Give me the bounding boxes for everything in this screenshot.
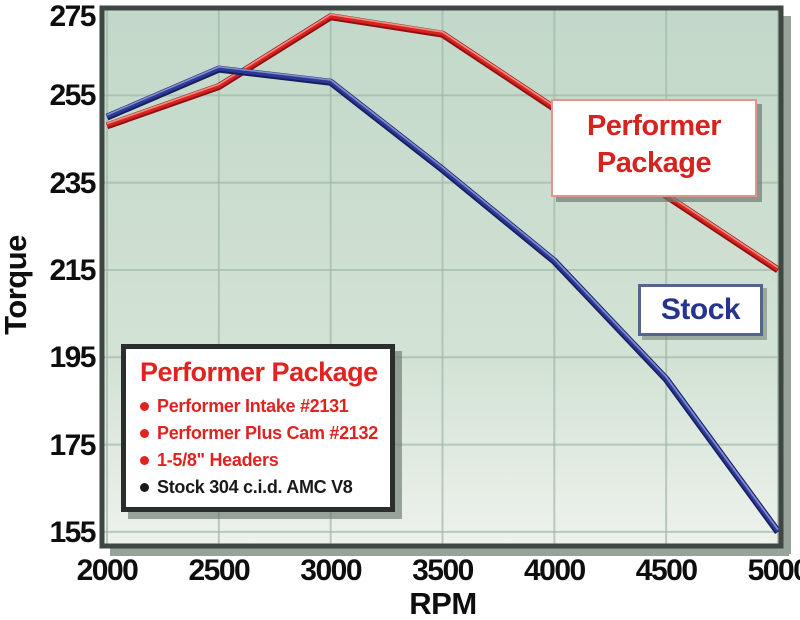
series-line-stock-highlight — [106, 65, 779, 531]
bullet-icon — [140, 429, 149, 438]
legend-item-text: Performer Intake #2131 — [157, 396, 349, 416]
x-tick-label: 3000 — [300, 554, 362, 587]
y-tick-label: 275 — [49, 0, 96, 33]
y-tick-label: 235 — [49, 166, 96, 200]
x-axis-title: RPM — [409, 586, 477, 620]
plot-frame — [99, 5, 784, 549]
stock-callout-text: Stock — [660, 293, 741, 326]
legend-item: Performer Plus Cam #2132 — [140, 420, 378, 447]
performer-package-callout-line1: Performer — [586, 110, 722, 142]
y-tick-label: 215 — [49, 253, 96, 287]
x-tick-label: 3500 — [412, 554, 474, 587]
y-axis-title: Torque — [0, 235, 33, 335]
series-line-stock-body — [106, 66, 780, 533]
x-tick-label: 2000 — [76, 554, 139, 587]
stock-callout: Stock — [638, 284, 763, 336]
x-tick-label: 4000 — [523, 554, 586, 587]
legend-title: Performer Package — [140, 357, 378, 387]
legend-items: Performer Intake #2131 Performer Plus Cam… — [140, 393, 378, 501]
y-tick-label: 155 — [49, 515, 96, 549]
legend-box: Performer Package Performer Intake #2131… — [121, 344, 395, 512]
performer-package-callout: Performer Package — [551, 99, 757, 197]
x-tick-label: 2500 — [188, 554, 250, 587]
bullet-icon — [140, 483, 149, 492]
performer-package-callout-line2: Package — [596, 147, 712, 179]
legend-item-text: 1-5/8" Headers — [157, 450, 279, 470]
plot-frame-shadow-right — [783, 16, 791, 554]
legend-item: 1-5/8" Headers — [140, 447, 378, 474]
y-tick-label: 175 — [49, 428, 96, 462]
y-tick-label: 195 — [49, 341, 96, 375]
plot-frame-shadow-bottom — [110, 548, 789, 556]
y-tick-label: 255 — [49, 79, 96, 113]
bullet-icon — [140, 402, 149, 411]
x-tick-label: 5000 — [747, 554, 800, 587]
bullet-icon — [140, 456, 149, 465]
legend-item: Stock 304 c.i.d. AMC V8 — [140, 474, 378, 501]
x-tick-label: 4500 — [635, 554, 698, 587]
legend-item-text: Stock 304 c.i.d. AMC V8 — [157, 477, 353, 497]
legend-item: Performer Intake #2131 — [140, 393, 378, 420]
legend-item-text: Performer Plus Cam #2132 — [157, 423, 378, 443]
